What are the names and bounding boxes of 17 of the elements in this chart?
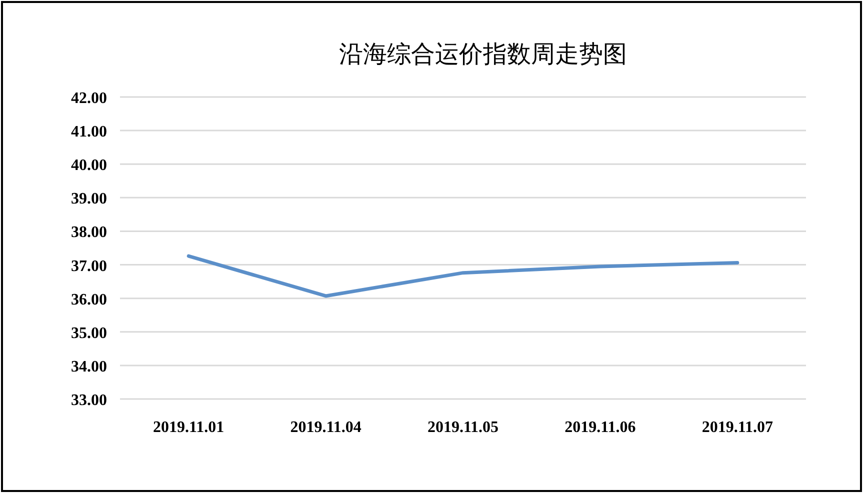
x-tick-label: 2019.11.07	[702, 419, 773, 436]
chart-title: 沿海综合运价指数周走势图	[339, 40, 627, 68]
x-tick-label: 2019.11.04	[290, 419, 362, 436]
y-tick-label: 39.00	[71, 190, 107, 208]
x-tick-label: 2019.11.05	[427, 419, 499, 436]
y-tick-label: 40.00	[71, 157, 107, 174]
y-tick-label: 33.00	[71, 392, 107, 409]
x-tick-label: 2019.11.01	[153, 419, 224, 436]
y-tick-label: 37.00	[71, 258, 107, 275]
y-tick-label: 42.00	[71, 90, 107, 107]
line-series	[186, 254, 740, 298]
y-tick-label: 41.00	[71, 124, 107, 141]
y-tick-label: 34.00	[71, 358, 107, 376]
y-tick-label: 35.00	[71, 324, 107, 342]
y-tick-label: 38.00	[71, 224, 107, 242]
y-tick-label: 36.00	[71, 291, 107, 308]
x-tick-label: 2019.11.06	[564, 419, 636, 436]
